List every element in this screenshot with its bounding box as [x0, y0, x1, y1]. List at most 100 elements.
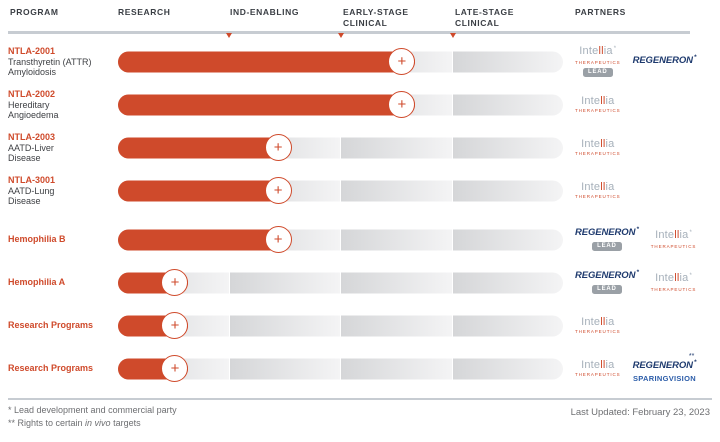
- program-label: Research Programs: [8, 304, 114, 347]
- footer-divider-line: [8, 398, 712, 400]
- intellia-logo: Intellia* THERAPEUTICS: [650, 230, 697, 250]
- partners-cell: REGENERON* LEAD Intellia* THERAPEUTICS: [575, 218, 717, 261]
- expand-plus-button[interactable]: +: [388, 48, 416, 75]
- pipeline-rows: NTLA-2001 Transthyretin (ATTR) Amyloidosi…: [0, 40, 720, 390]
- regeneron-wordmark: REGENERON*: [575, 226, 639, 239]
- footnotes: * Lead development and commercial party …: [8, 404, 177, 430]
- logo-text: Inte: [579, 45, 599, 58]
- column-header-line: EARLY-STAGE: [343, 7, 409, 17]
- program-description: Hereditary Angioedema: [8, 100, 114, 121]
- regeneron-wordmark: REGENERON*: [575, 269, 639, 282]
- column-header-line: CLINICAL: [343, 17, 388, 28]
- column-header-partners: PARTNERS: [575, 7, 626, 17]
- program-label: NTLA-2003 AATD-Liver Disease: [8, 126, 114, 169]
- stage-marker-triangle-icon: [225, 32, 232, 38]
- segment-early-stage-clinical: [341, 180, 453, 201]
- expand-plus-button[interactable]: +: [264, 134, 292, 161]
- logo-text: ia: [679, 229, 689, 241]
- stage-marker-triangle-icon: [449, 32, 456, 38]
- column-header-late-stage-clinical: LATE-STAGE CLINICAL: [455, 7, 514, 28]
- column-header-program: PROGRAM: [10, 7, 59, 17]
- expand-plus-button[interactable]: +: [264, 177, 292, 204]
- intellia-therapeutics-subtext: THERAPEUTICS: [650, 244, 697, 249]
- partners-cell: Intellia THERAPEUTICS: [575, 304, 717, 347]
- intellia-wordmark: Intellia*: [655, 230, 692, 243]
- pipeline-row: Research Programs + Intellia THERAPEUTICS…: [0, 347, 720, 390]
- program-name: Research Programs: [8, 320, 94, 330]
- intellia-therapeutics-subtext: THERAPEUTICS: [575, 372, 621, 377]
- asterisk-mark: *: [689, 273, 693, 279]
- footnote-rights: ** Rights to certain in vivo targets: [8, 418, 141, 428]
- expand-plus-button[interactable]: +: [161, 269, 189, 296]
- segment-late-stage-clinical: [452, 51, 563, 72]
- segment-ind-enabling: [229, 272, 341, 293]
- stage-track: +: [118, 355, 563, 382]
- logo-text: Inte: [581, 359, 601, 371]
- double-asterisk-mark: **: [688, 353, 695, 361]
- expand-plus-button[interactable]: +: [264, 226, 292, 253]
- lead-badge: LEAD: [592, 241, 622, 251]
- segment-late-stage-clinical: [452, 137, 563, 158]
- logo-text: ll: [600, 181, 606, 193]
- expand-plus-button[interactable]: +: [161, 355, 189, 382]
- logo-text: ia: [679, 272, 689, 284]
- program-description-line: Amyloidosis: [8, 67, 57, 77]
- intellia-wordmark: Intellia: [581, 360, 614, 371]
- intellia-logo: Intellia THERAPEUTICS: [575, 139, 621, 157]
- logo-text: ia: [605, 359, 615, 371]
- intellia-wordmark: Intellia*: [579, 46, 616, 59]
- partners-cell: Intellia THERAPEUTICS: [575, 126, 717, 169]
- program-label: Research Programs: [8, 347, 114, 390]
- asterisk-mark: *: [693, 359, 697, 367]
- program-description-line: Angioedema: [8, 110, 59, 120]
- program-description-line: AATD-Liver: [8, 142, 54, 153]
- program-label: NTLA-2001 Transthyretin (ATTR) Amyloidosi…: [8, 40, 114, 83]
- column-header-line: LATE-STAGE: [455, 7, 515, 17]
- intellia-therapeutics-subtext: THERAPEUTICS: [575, 194, 621, 199]
- asterisk-mark: *: [636, 269, 639, 277]
- intellia-wordmark: Intellia: [581, 139, 614, 150]
- segment-late-stage-clinical: [452, 272, 563, 293]
- pipeline-row: NTLA-2002 Hereditary Angioedema + Intelli…: [0, 83, 720, 126]
- segment-late-stage-clinical: [452, 180, 563, 201]
- expand-plus-button[interactable]: +: [388, 91, 416, 118]
- intellia-logo: Intellia* THERAPEUTICS: [651, 272, 697, 293]
- footnote-lead-party: * Lead development and commercial party: [8, 405, 177, 415]
- logo-text: ia: [605, 316, 615, 328]
- lead-badge: LEAD: [592, 284, 622, 294]
- pipeline-row: Research Programs + Intellia THERAPEUTICS: [0, 304, 720, 347]
- stage-track: +: [118, 226, 563, 253]
- program-description: AATD-Lung Disease: [8, 186, 114, 207]
- program-label: Hemophilia A: [8, 261, 114, 304]
- pipeline-row: Hemophilia B + REGENERON* LEAD Intellia* TH…: [0, 218, 720, 261]
- regeneron-logo: REGENERON*: [633, 54, 697, 67]
- regeneron-logo: REGENERON* LEAD: [575, 269, 639, 294]
- segment-late-stage-clinical: [452, 94, 563, 115]
- partners-cell: Intellia THERAPEUTICS: [575, 83, 717, 126]
- stage-track: +: [118, 134, 563, 161]
- stage-track: +: [118, 269, 563, 296]
- segment-early-stage-clinical: [341, 358, 453, 379]
- intellia-therapeutics-subtext: THERAPEUTICS: [575, 151, 621, 156]
- logo-text: Inte: [581, 316, 601, 328]
- progress-fill: [118, 229, 292, 250]
- header-divider-line: [8, 31, 690, 34]
- lead-badge: LEAD: [583, 67, 613, 77]
- logo-text: Inte: [581, 138, 601, 150]
- intellia-wordmark: Intellia: [581, 96, 614, 107]
- program-description: Transthyretin (ATTR) Amyloidosis: [8, 57, 114, 78]
- program-label: NTLA-2002 Hereditary Angioedema: [8, 83, 114, 126]
- program-name: NTLA-2003: [8, 131, 56, 142]
- logo-text: Inte: [655, 272, 675, 284]
- expand-plus-button[interactable]: +: [161, 312, 189, 339]
- stage-track-background: [118, 315, 563, 336]
- pipeline-row: Hemophilia A + REGENERON* LEAD Intellia* TH…: [0, 261, 720, 304]
- program-description-line: Disease: [8, 153, 41, 163]
- stage-track: +: [118, 177, 563, 204]
- stage-marker-triangle-icon: [337, 32, 344, 38]
- logo-text: ll: [674, 229, 680, 241]
- logo-text: ll: [600, 359, 606, 371]
- segment-early-stage-clinical: [341, 137, 453, 158]
- logo-text: ll: [600, 316, 606, 328]
